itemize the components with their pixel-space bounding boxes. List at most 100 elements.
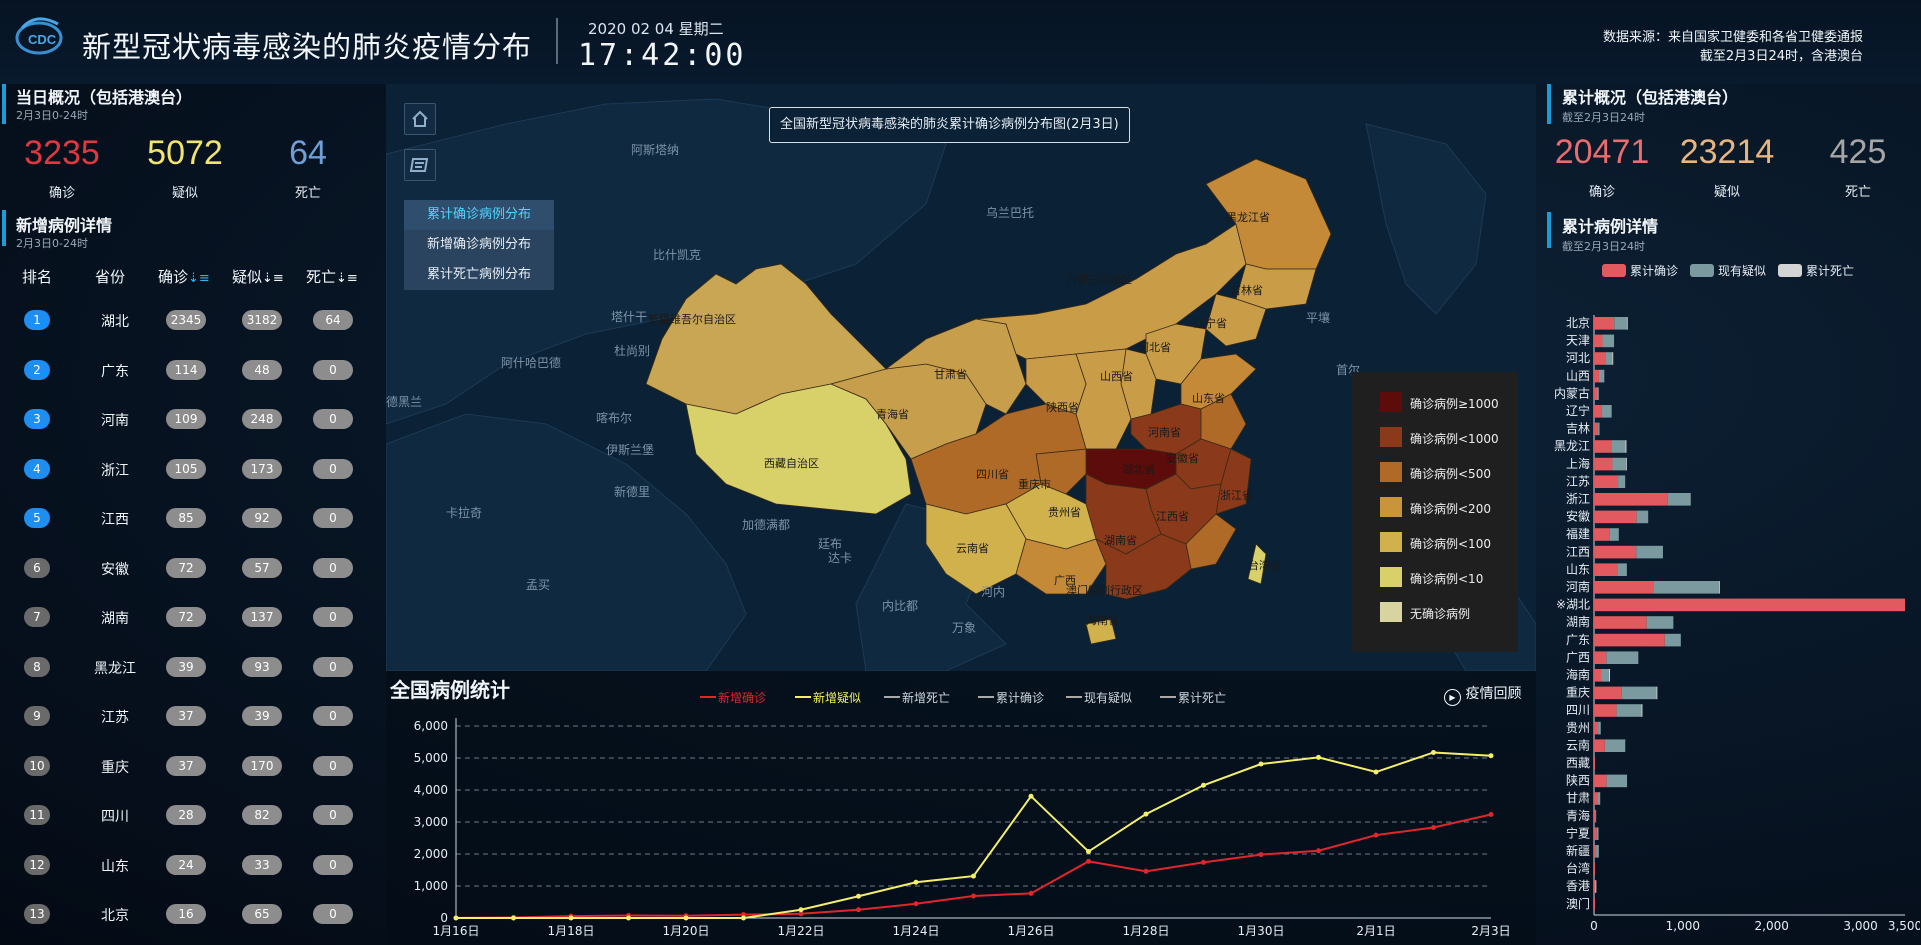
province-region[interactable]: [1247, 543, 1267, 585]
bar-segment[interactable]: [1636, 510, 1649, 524]
sort-icon[interactable]: ⇣≡: [336, 271, 358, 286]
bar-segment[interactable]: [1594, 493, 1668, 506]
bar-segment[interactable]: [1605, 352, 1613, 365]
bar-segment[interactable]: [1612, 352, 1614, 365]
legend-item[interactable]: 累计死亡: [1778, 262, 1854, 279]
bar-segment[interactable]: [1594, 475, 1619, 488]
bar-segment[interactable]: [1594, 598, 1905, 612]
bar-segment[interactable]: [1594, 862, 1595, 876]
bar-segment[interactable]: [1609, 528, 1619, 541]
bar-segment[interactable]: [1594, 528, 1610, 541]
data-point[interactable]: [1028, 793, 1034, 799]
replay-button[interactable]: ▶ 疫情回顾: [1444, 683, 1521, 706]
bar-segment[interactable]: [1664, 633, 1681, 647]
bar-segment[interactable]: [1641, 704, 1643, 717]
bar-segment[interactable]: [1597, 387, 1599, 400]
data-point[interactable]: [1431, 824, 1436, 830]
bar-segment[interactable]: [1594, 792, 1598, 805]
bar-segment[interactable]: [1594, 405, 1602, 418]
bar-segment[interactable]: [1594, 545, 1637, 559]
bar-segment[interactable]: [1609, 669, 1611, 682]
bar-segment[interactable]: [1594, 563, 1618, 576]
bar-segment[interactable]: [1594, 510, 1637, 524]
province-region[interactable]: [1015, 538, 1107, 595]
data-point[interactable]: [1086, 849, 1091, 855]
map-menu-item[interactable]: 累计死亡病例分布: [404, 260, 554, 290]
bar-segment[interactable]: [1594, 827, 1597, 840]
bar-segment[interactable]: [1636, 545, 1663, 559]
data-point[interactable]: [1028, 890, 1034, 896]
sort-icon[interactable]: ⇣≡: [262, 271, 284, 286]
bar-segment[interactable]: [1614, 317, 1627, 330]
data-point[interactable]: [1373, 769, 1379, 775]
sort-desc-icon[interactable]: ⇣≡: [188, 271, 210, 286]
col-suspected[interactable]: 疑似⇣≡: [232, 266, 284, 287]
data-point[interactable]: [1431, 749, 1436, 755]
map-menu-item[interactable]: 新增确诊病例分布: [404, 230, 554, 260]
bar-segment[interactable]: [1625, 457, 1627, 471]
bar-segment[interactable]: [1718, 581, 1720, 594]
data-point[interactable]: [453, 915, 459, 921]
bar-segment[interactable]: [1595, 809, 1597, 823]
map-icon[interactable]: [404, 149, 436, 181]
home-icon[interactable]: [404, 103, 436, 135]
bar-segment[interactable]: [1594, 845, 1597, 858]
data-point[interactable]: [856, 893, 861, 899]
province-region[interactable]: [1200, 393, 1247, 450]
bar-segment[interactable]: [1601, 669, 1610, 682]
legend-item[interactable]: 新增确诊: [700, 689, 766, 706]
bar-segment[interactable]: [1594, 651, 1607, 664]
bar-segment[interactable]: [1602, 334, 1615, 348]
bar-segment[interactable]: [1653, 581, 1719, 594]
bar-segment[interactable]: [1594, 369, 1599, 383]
data-point[interactable]: [856, 907, 861, 913]
data-point[interactable]: [1488, 753, 1494, 759]
bar-segment[interactable]: [1594, 352, 1606, 365]
bar-segment[interactable]: [1594, 774, 1607, 788]
bar-segment[interactable]: [1594, 739, 1605, 752]
data-point[interactable]: [1201, 782, 1206, 788]
bar-segment[interactable]: [1594, 721, 1599, 735]
bar-segment[interactable]: [1597, 792, 1601, 805]
bar-segment[interactable]: [1612, 457, 1626, 471]
legend-item[interactable]: 累计确诊: [978, 689, 1044, 706]
data-point[interactable]: [511, 915, 516, 921]
bar-segment[interactable]: [1598, 721, 1601, 735]
data-point[interactable]: [741, 915, 746, 921]
bar-segment[interactable]: [1617, 563, 1627, 576]
province-region[interactable]: [685, 383, 912, 515]
bar-segment[interactable]: [1601, 405, 1612, 418]
bar-segment[interactable]: [1594, 581, 1654, 594]
bar-segment[interactable]: [1667, 493, 1691, 506]
data-point[interactable]: [798, 907, 804, 913]
bar-segment[interactable]: [1594, 422, 1598, 436]
province-region[interactable]: [1075, 348, 1132, 450]
bar-segment[interactable]: [1656, 686, 1658, 700]
data-point[interactable]: [1316, 754, 1321, 760]
data-point[interactable]: [1488, 811, 1494, 817]
bar-chart[interactable]: 0 1,000 2,000 3,000 3,500 北京天津河北山西内蒙古辽宁吉林黑龙江上…: [1540, 310, 1920, 945]
data-point[interactable]: [1258, 852, 1264, 858]
bar-segment[interactable]: [1594, 317, 1615, 330]
bar-segment[interactable]: [1618, 475, 1626, 488]
bar-segment[interactable]: [1594, 387, 1598, 400]
data-point[interactable]: [1143, 811, 1149, 817]
bar-segment[interactable]: [1611, 440, 1626, 453]
bar-segment[interactable]: [1604, 739, 1626, 752]
data-point[interactable]: [1316, 848, 1321, 854]
bar-segment[interactable]: [1625, 440, 1627, 453]
map-view[interactable]: 新疆维吾尔自治区 西藏自治区 青海省 甘肃省 内蒙古自治区 黑龙江省 吉林省 辽宁省 河北省 山西…: [385, 84, 1537, 672]
bar-segment[interactable]: [1606, 774, 1628, 788]
bar-segment[interactable]: [1597, 422, 1600, 436]
bar-segment[interactable]: [1594, 757, 1595, 770]
legend-item[interactable]: 新增疑似: [795, 689, 861, 706]
bar-segment[interactable]: [1596, 827, 1599, 840]
map-menu-item[interactable]: 累计确诊病例分布: [404, 200, 554, 230]
legend-item[interactable]: 累计死亡: [1160, 689, 1226, 706]
bar-segment[interactable]: [1606, 651, 1639, 664]
legend-item[interactable]: 现有疑似: [1690, 262, 1766, 279]
col-death[interactable]: 死亡⇣≡: [306, 266, 358, 287]
bar-segment[interactable]: [1594, 686, 1622, 700]
province-region[interactable]: [1085, 618, 1117, 645]
